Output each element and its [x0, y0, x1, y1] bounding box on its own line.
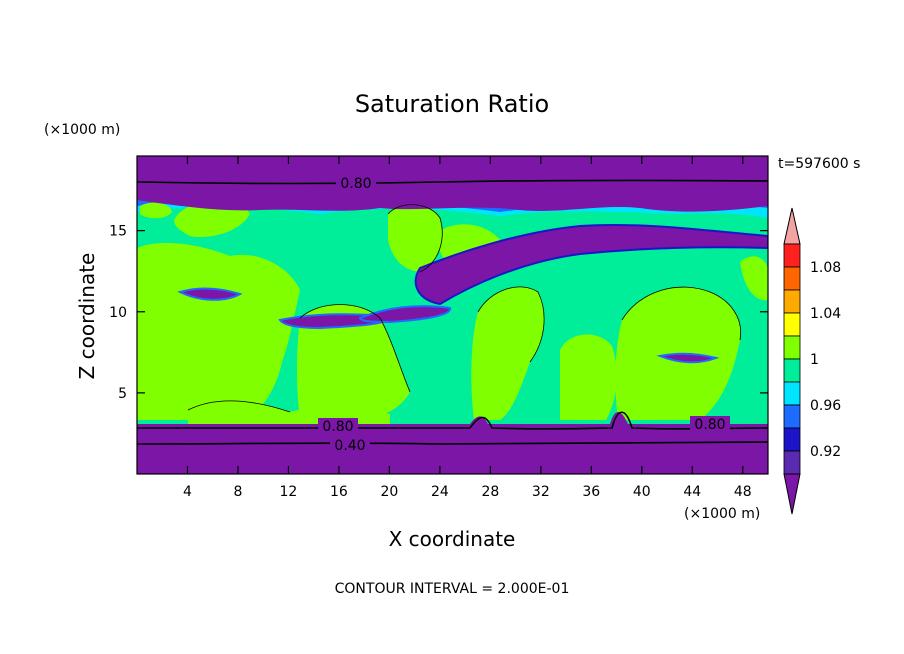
colorbar-label-1: 1.04 [810, 306, 841, 322]
colorbar-label-4: 0.92 [810, 444, 841, 460]
colorbar-swatch-8 [783, 404, 801, 429]
x-tick-label-20: 20 [380, 484, 398, 500]
x-tick-label-40: 40 [633, 484, 651, 500]
x-tick-label-16: 16 [330, 484, 348, 500]
contour-label-top: 0.80 [340, 176, 371, 192]
chart-title: Saturation Ratio [355, 90, 549, 118]
cloud-region-4 [297, 304, 410, 420]
colorbar-swatch-1 [783, 243, 801, 268]
x-tick-label-28: 28 [481, 484, 499, 500]
cloud-region-3 [137, 242, 300, 420]
colorbar-swatch-6 [783, 358, 801, 383]
y-axis-label: Z coordinate [75, 253, 99, 380]
contour-label-bottom-right: 0.80 [694, 417, 725, 433]
colorbar-swatch-3 [783, 289, 801, 314]
colorbar-swatch-bottom [783, 473, 801, 515]
colorbar-label-0: 1.08 [810, 260, 841, 276]
colorbar-swatch-4 [783, 312, 801, 337]
colorbar-swatch-7 [783, 381, 801, 406]
x-tick-label-8: 8 [233, 484, 242, 500]
x-tick-label-4: 4 [183, 484, 192, 500]
y-axis-ticks: 5 10 15 [109, 224, 768, 402]
dry-streak-1 [414, 223, 768, 306]
contour-label-bottom-left: 0.80 [322, 419, 353, 435]
colorbar-swatch-9 [783, 427, 801, 452]
colorbar-swatch-top [783, 207, 801, 245]
top-dry-layer [137, 156, 768, 212]
colorbar-swatch-10 [783, 450, 801, 475]
x-tick-label-32: 32 [532, 484, 550, 500]
dry-streak-4 [177, 287, 243, 301]
cloud-region-5 [388, 204, 443, 272]
cloud-edge-contour [187, 204, 742, 413]
x-unit-label: (×1000 m) [684, 506, 760, 522]
colorbar-label-2: 1 [810, 352, 819, 368]
time-label: t=597600 s [778, 156, 860, 172]
cloud-region-1 [140, 202, 172, 219]
contour-interval-footer: CONTOUR INTERVAL = 2.000E-01 [335, 581, 570, 597]
plot-frame [136, 155, 769, 475]
colorbar-label-3: 0.96 [810, 398, 841, 414]
x-tick-label-48: 48 [734, 484, 752, 500]
x-tick-label-36: 36 [582, 484, 600, 500]
colorbar-swatch-2 [783, 266, 801, 291]
y-unit-label: (×1000 m) [44, 122, 120, 138]
dry-streak-3 [358, 305, 451, 324]
x-tick-label-24: 24 [431, 484, 449, 500]
cloud-region-7 [471, 286, 545, 420]
colorbar: 1.08 1.04 1 0.96 0.92 [783, 207, 841, 515]
x-axis-ticks: 4 8 12 16 20 24 28 32 36 40 44 48 [183, 156, 752, 500]
y-tick-label-5: 5 [118, 386, 127, 402]
y-tick-label-15: 15 [109, 224, 127, 240]
x-tick-label-12: 12 [280, 484, 298, 500]
contour-line-bottom-080 [137, 411, 768, 430]
contour-label-low: 0.40 [334, 438, 365, 454]
field-layer [137, 156, 768, 474]
cloud-region-8 [560, 334, 617, 420]
x-tick-label-44: 44 [683, 484, 701, 500]
contour-labels: 0.80 0.80 0.80 0.40 [318, 174, 730, 454]
dry-streak-5 [656, 352, 720, 364]
cloud-region-10 [740, 256, 768, 301]
y-tick-label-10: 10 [109, 305, 127, 321]
x-axis-label: X coordinate [389, 527, 516, 551]
contour-line-bottom-040 [137, 441, 768, 445]
contour-line-top [137, 179, 768, 185]
colorbar-swatch-5 [783, 335, 801, 360]
